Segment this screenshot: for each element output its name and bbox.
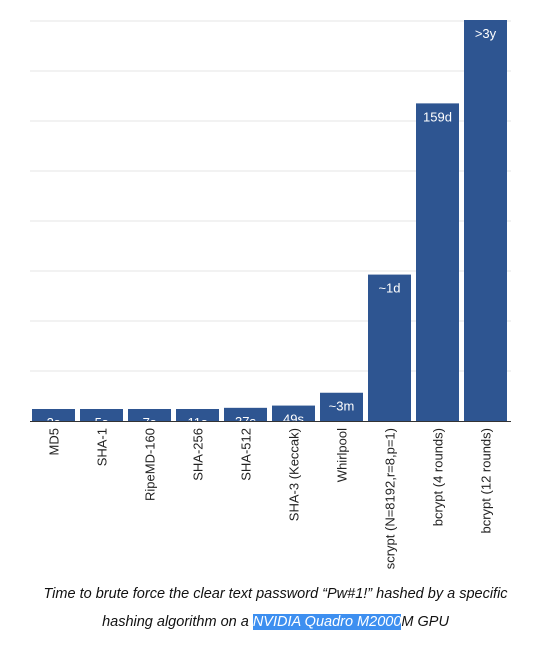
chart-caption: Time to brute force the clear text passw…	[0, 584, 551, 632]
x-tick-label: bcrypt (12 rounds)	[479, 428, 494, 534]
bar-value-label: 49s	[283, 412, 304, 427]
bar	[80, 409, 123, 421]
bar	[224, 407, 267, 421]
bar-chart: 2sMD55sSHA-17sRipeMD-16011sSHA-25637sSHA…	[30, 20, 511, 569]
bar-value-label: >3y	[475, 26, 497, 41]
bar	[128, 409, 171, 421]
bar	[176, 409, 219, 421]
bar-value-label: 2s	[47, 415, 61, 430]
bar	[368, 274, 411, 421]
x-tick-label: RipeMD-160	[143, 428, 158, 501]
bar-value-label: ~1d	[378, 281, 400, 296]
bar	[320, 392, 363, 421]
bar-value-label: 11s	[188, 415, 208, 430]
bar-value-label: ~3m	[329, 399, 355, 414]
bar	[272, 405, 315, 421]
bar	[32, 409, 75, 421]
x-tick-label: SHA-3 (Keccak)	[287, 428, 302, 521]
x-tick-label: MD5	[47, 428, 62, 455]
caption-line-1: Time to brute force the clear text passw…	[43, 586, 508, 602]
bar-value-label: 7s	[143, 415, 157, 430]
caption-text-before: hashing algorithm on a	[102, 614, 253, 630]
x-tick-label: SHA-512	[239, 428, 254, 481]
x-tick-label: bcrypt (4 rounds)	[431, 428, 446, 526]
bar-value-label: 5s	[95, 415, 109, 430]
x-tick-label: Whirlpool	[335, 428, 350, 482]
x-tick-label: SHA-1	[95, 428, 110, 466]
caption-line-2: hashing algorithm on a NVIDIA Quadro M20…	[0, 612, 551, 632]
bar	[416, 103, 459, 421]
bar	[464, 20, 507, 421]
x-tick-label: scrypt (N=8192,r=8,p=1)	[383, 428, 398, 569]
bar-value-label: 159d	[423, 109, 452, 124]
caption-highlight: NVIDIA Quadro M2000	[252, 614, 402, 630]
caption-text-after: M GPU	[401, 614, 449, 630]
x-tick-label: SHA-256	[191, 428, 206, 481]
